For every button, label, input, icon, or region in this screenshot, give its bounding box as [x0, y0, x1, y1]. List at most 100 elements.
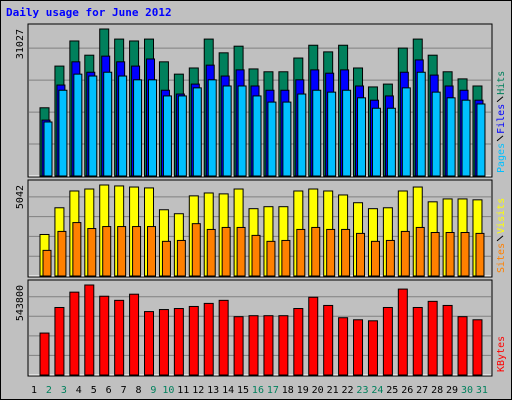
x-tick-label: 20: [312, 385, 324, 396]
x-tick-label: 17: [267, 385, 279, 396]
bar: [446, 97, 456, 177]
bar: [356, 232, 366, 277]
bar: [188, 305, 199, 376]
bar: [173, 308, 184, 376]
legend-label: Sites: [496, 243, 507, 273]
bar: [476, 103, 486, 177]
bar: [338, 317, 349, 376]
bar: [397, 288, 408, 376]
x-tick-label: 13: [207, 385, 219, 396]
bar: [296, 228, 306, 277]
legend-label: Pages: [496, 143, 507, 173]
y-tick-label: 543800: [15, 285, 26, 321]
bar: [278, 315, 289, 376]
x-tick-label: 21: [327, 385, 339, 396]
bar: [118, 75, 128, 177]
bar: [323, 304, 334, 376]
bar: [370, 240, 380, 277]
bar: [312, 89, 322, 177]
bar: [99, 295, 110, 376]
x-tick-label: 24: [371, 385, 383, 396]
x-tick-label: 15: [237, 385, 249, 396]
y-tick-label: 31027: [15, 29, 26, 59]
bar: [385, 239, 395, 277]
bar: [237, 85, 247, 177]
bar: [371, 107, 381, 177]
x-tick-label: 10: [162, 385, 174, 396]
bar: [367, 320, 378, 376]
bar: [266, 240, 276, 277]
bar: [233, 316, 244, 376]
x-tick-label: 12: [192, 385, 204, 396]
x-tick-label: 11: [177, 385, 189, 396]
bar: [415, 226, 425, 277]
legend-separator: [496, 235, 504, 242]
bar: [357, 97, 367, 177]
bar: [401, 87, 411, 177]
bar: [460, 232, 470, 277]
bar: [207, 79, 217, 177]
bar: [191, 223, 201, 277]
x-tick-label: 19: [297, 385, 309, 396]
bar: [353, 319, 364, 376]
x-tick-label: 9: [150, 385, 156, 396]
bar: [58, 89, 68, 177]
bar: [386, 107, 396, 177]
bar: [87, 228, 97, 277]
x-tick-label: 5: [91, 385, 97, 396]
bar: [206, 228, 216, 277]
x-tick-label: 28: [431, 385, 443, 396]
bar: [148, 79, 158, 177]
x-tick-label: 26: [401, 385, 413, 396]
bar: [57, 230, 67, 277]
x-tick-label: 1: [31, 385, 37, 396]
bar: [162, 95, 172, 177]
x-tick-label: 6: [106, 385, 112, 396]
legend-separator: [496, 135, 504, 142]
bar: [158, 309, 169, 376]
bar: [341, 228, 351, 277]
y-tick-label: 5042: [15, 185, 26, 209]
bar: [427, 300, 438, 376]
bar: [308, 296, 319, 376]
bar: [43, 121, 53, 177]
bar: [311, 226, 321, 277]
bar: [129, 293, 140, 376]
bar: [133, 79, 143, 177]
bar: [293, 308, 304, 376]
bar: [236, 226, 246, 277]
bar: [431, 91, 441, 177]
bar: [263, 315, 274, 376]
bar: [445, 232, 455, 277]
bar: [221, 226, 231, 277]
bar: [327, 91, 337, 177]
bar: [114, 299, 125, 376]
x-tick-label: 7: [121, 385, 127, 396]
bar: [297, 93, 307, 177]
bar: [218, 299, 229, 376]
x-tick-label: 4: [76, 385, 82, 396]
legend-label: Files: [496, 104, 507, 134]
bar: [342, 89, 352, 177]
bar: [72, 222, 82, 277]
bar: [177, 95, 187, 177]
bar: [416, 71, 426, 177]
bar: [400, 230, 410, 277]
bar: [475, 232, 485, 277]
x-tick-label: 8: [135, 385, 141, 396]
bar: [88, 75, 98, 177]
bar: [176, 239, 186, 277]
bar: [251, 234, 261, 277]
bar: [281, 239, 291, 277]
bar: [442, 304, 453, 376]
bar: [103, 71, 113, 177]
x-tick-label: 22: [342, 385, 354, 396]
bar: [461, 99, 471, 177]
legend-label: Visits: [496, 198, 507, 234]
bar: [203, 302, 214, 376]
legend-label: KBytes: [496, 336, 507, 372]
bar: [430, 232, 440, 277]
x-tick-label: 27: [416, 385, 428, 396]
x-tick-label: 31: [476, 385, 488, 396]
